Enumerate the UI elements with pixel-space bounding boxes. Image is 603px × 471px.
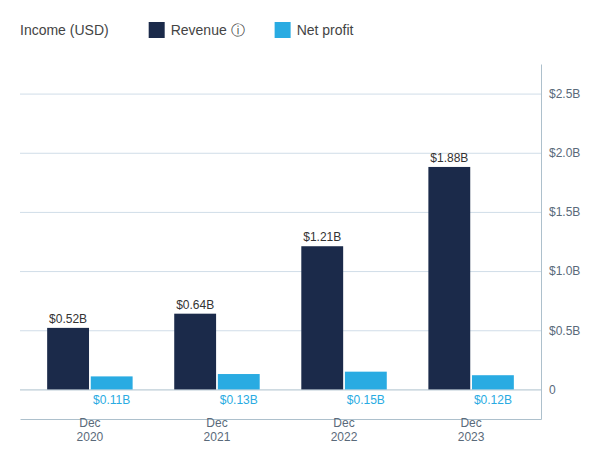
x-tick-label: Dec2022 xyxy=(331,416,358,444)
data-label: $0.52B xyxy=(49,312,87,326)
data-label: $1.88B xyxy=(430,151,468,165)
x-tick: Dec2022 xyxy=(331,416,358,444)
data-label: $0.64B xyxy=(176,298,214,312)
bar xyxy=(174,314,216,390)
x-tick: Dec2021 xyxy=(204,416,231,444)
y-tick-label: $1.5B xyxy=(549,205,580,219)
x-tick-label-line: Dec xyxy=(79,416,100,430)
legend-label: Net profit xyxy=(297,22,354,38)
bar xyxy=(91,376,133,389)
data-label: $0.13B xyxy=(220,393,258,407)
grid-line xyxy=(20,389,541,390)
chart: $2.5B$2.0B$1.5B$1.0B$0.5B0Dec2020Dec2021… xyxy=(0,0,603,471)
legend-swatch xyxy=(149,22,165,38)
bar xyxy=(345,372,387,390)
bar xyxy=(428,167,470,389)
legend-swatch xyxy=(275,22,291,38)
legend-item: Revenue ⓘ xyxy=(149,22,245,38)
y-tick-label: 0 xyxy=(549,383,556,397)
y-tick: $2.0B xyxy=(20,146,580,160)
bar xyxy=(301,246,343,389)
bar xyxy=(218,374,260,389)
y-tick: $2.5B xyxy=(20,87,580,101)
bar-series xyxy=(91,372,514,390)
data-labels: $0.52B $0.64B $1.21B $1.88B $0.11B $0.13B $0.1… xyxy=(49,151,512,407)
x-tick-label-line: 2020 xyxy=(77,430,104,444)
x-tick-label: Dec2023 xyxy=(458,416,485,444)
y-tick: $1.0B xyxy=(20,264,580,278)
y-tick: $1.5B xyxy=(20,205,580,219)
plot: $2.5B$2.0B$1.5B$1.0B$0.5B0Dec2020Dec2021… xyxy=(20,65,580,445)
legend-label: Revenue ⓘ xyxy=(171,22,245,38)
x-tick-label-line: Dec xyxy=(460,416,481,430)
chart-container: $2.5B$2.0B$1.5B$1.0B$0.5B0Dec2020Dec2021… xyxy=(0,0,603,471)
x-axis: Dec2020Dec2021Dec2022Dec2023 xyxy=(21,416,542,444)
x-tick-label-line: Dec xyxy=(206,416,227,430)
y-axis: $2.5B $2.0B $1.5B $1.0B $0.5B 0 xyxy=(20,65,580,420)
y-tick-label: $1.0B xyxy=(549,264,580,278)
y-tick-label: $2.0B xyxy=(549,146,580,160)
x-tick-label-line: 2022 xyxy=(331,430,358,444)
data-label: $0.12B xyxy=(474,393,512,407)
x-tick: Dec2023 xyxy=(458,416,485,444)
y-tick-label: $2.5B xyxy=(549,87,580,101)
bar xyxy=(47,328,89,390)
legend-item: Net profit xyxy=(275,22,354,38)
x-tick: Dec2020 xyxy=(77,416,104,444)
grid-line xyxy=(20,94,541,95)
bars xyxy=(47,167,514,389)
data-label: $0.15B xyxy=(347,393,385,407)
legend: Income (USD) Revenue ⓘ Net profit xyxy=(20,22,354,38)
x-tick-label: Dec2021 xyxy=(204,416,231,444)
x-tick-label-line: 2021 xyxy=(204,430,231,444)
bar-series xyxy=(47,167,470,389)
y-tick: $0.5B xyxy=(20,324,580,338)
y-tick-label: $0.5B xyxy=(549,324,580,338)
x-tick-label: Dec2020 xyxy=(77,416,104,444)
data-label: $1.21B xyxy=(303,230,341,244)
y-axis-line xyxy=(541,65,542,420)
legend-title: Income (USD) xyxy=(20,22,109,38)
data-label: $0.11B xyxy=(93,393,130,407)
x-tick-label-line: 2023 xyxy=(458,430,485,444)
bar xyxy=(472,375,514,389)
x-tick-label-line: Dec xyxy=(333,416,354,430)
